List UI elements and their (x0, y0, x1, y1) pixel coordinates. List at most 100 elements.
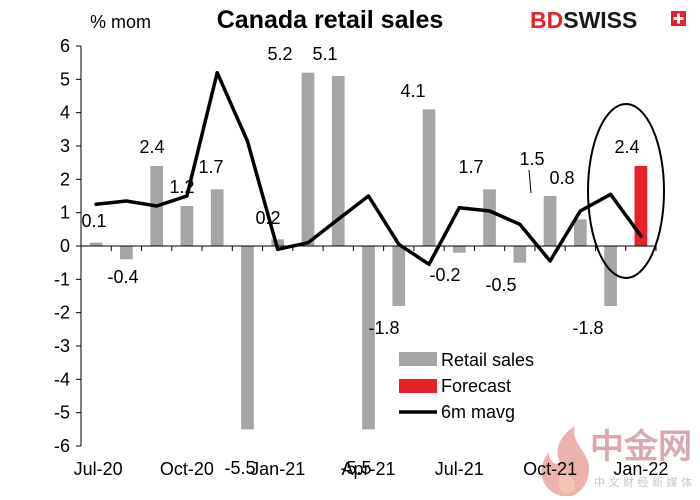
mavg-point-sep-20 (155, 204, 159, 208)
y-tick-label: 0 (60, 236, 70, 256)
bar-aug-21 (483, 189, 496, 246)
y-tick-label: -1 (54, 269, 70, 289)
x-tick-label: Jul-21 (435, 459, 484, 479)
legend-swatch-retail-sales (399, 352, 437, 366)
mavg-point-nov-21 (578, 209, 582, 213)
data-label-oct-21: 1.5 (519, 149, 544, 169)
legend-item-forecast: Forecast (399, 376, 511, 396)
legend-item-6m-mavg: 6m mavg (399, 402, 515, 422)
forecast-bar-jan-22 (634, 166, 648, 246)
chart-title: Canada retail sales (217, 6, 444, 34)
x-tick-label: Jul-20 (74, 459, 123, 479)
data-label-nov-21: 0.8 (549, 168, 574, 188)
y-tick-label: -3 (54, 336, 70, 356)
bar-oct-21 (543, 196, 557, 246)
bar-mar-21 (331, 76, 345, 246)
brand-logo-text: BDSWISS (530, 7, 637, 33)
x-tick-label: Apr-21 (341, 459, 395, 479)
mavg-point-jul-20 (94, 202, 98, 206)
mavg-point-jul-21 (457, 206, 461, 210)
bar-nov-21 (573, 219, 587, 246)
bar-aug-20 (120, 246, 133, 260)
data-label-jan-21: 0.2 (255, 208, 280, 228)
bar-jul-21 (452, 246, 466, 253)
mavg-point-dec-20 (245, 139, 249, 143)
brand-logo: BDSWISS (530, 7, 686, 33)
bar-oct-20 (180, 206, 194, 246)
data-label-oct-20: 1.2 (169, 177, 194, 197)
watermark-sub: 中 文 财 经 新 媒 体 (594, 475, 692, 489)
bar-sep-21 (513, 246, 527, 263)
bar-dec-20 (241, 246, 254, 430)
data-label-aug-20: -0.4 (107, 267, 138, 287)
legend-label-forecast: Forecast (441, 376, 511, 396)
forecast-data-label-jan-22: 2.4 (614, 137, 639, 157)
x-tick-label: Oct-21 (523, 459, 577, 479)
bar-apr-21 (362, 246, 375, 430)
label-leader-line (528, 169, 532, 194)
mavg-point-oct-20 (185, 194, 189, 198)
y-tick-label: 3 (60, 136, 70, 156)
mavg-point-feb-21 (306, 241, 310, 245)
watermark-main: 中金网 (590, 427, 692, 467)
y-tick-label: -5 (54, 403, 70, 423)
data-label-jun-21: 4.1 (400, 81, 425, 101)
data-labels: 0.1-0.42.41.21.7-5.50.25.2 5.1-5.5-1.84.1… (81, 44, 639, 478)
bar-jul-20 (89, 242, 103, 246)
y-tick-label: 1 (60, 203, 70, 223)
mavg-point-apr-21 (367, 194, 370, 198)
watermark: 中金网 中 文 财 经 新 媒 体 (541, 426, 692, 496)
mavg-point-jan-21 (276, 247, 280, 251)
data-label-jul-20: 0.1 (81, 211, 106, 231)
data-label-mar-21: 5.1 (312, 44, 337, 64)
bar-dec-21 (604, 246, 617, 306)
forecast-highlight-ellipse (587, 103, 665, 279)
mavg-point-dec-21 (609, 192, 613, 196)
legend: Retail sales Forecast 6m mavg (399, 350, 534, 422)
data-label-dec-20: -5.5 (224, 458, 255, 478)
data-label-apr-21: -5.5 (340, 458, 371, 478)
mavg-point-jan-22 (639, 234, 643, 238)
swiss-cross-icon (671, 11, 686, 26)
mavg-point-sep-21 (518, 222, 522, 226)
data-label-aug-21: 1.7 (458, 157, 483, 177)
brand-logo-part1: BD (530, 7, 563, 33)
mavg-point-aug-20 (124, 199, 128, 203)
mavg-point-nov-20 (215, 71, 219, 75)
x-tick-label: Jan-22 (613, 459, 668, 479)
x-tick-labels: Jul-20 Oct-20 Jan-21 Apr-21 Jul-21 Oct-21 Jan-… (74, 459, 669, 479)
y-tick-label: 6 (60, 36, 70, 56)
mavg-point-aug-21 (488, 209, 492, 213)
y-tick-label: 5 (60, 69, 70, 89)
data-label-jul-21: -0.2 (429, 265, 460, 285)
y-tick-label: -6 (54, 436, 70, 456)
mavg-point-may-21 (397, 242, 401, 246)
data-label-sep-20: 2.4 (139, 137, 164, 157)
y-axis-label: % mom (90, 12, 151, 32)
legend-label-6m-mavg: 6m mavg (441, 402, 515, 422)
data-label-feb-21: 5.2 (267, 44, 292, 64)
y-tick-label: -2 (54, 303, 70, 323)
data-label-sep-21: -0.5 (485, 275, 516, 295)
legend-item-retail-sales: Retail sales (399, 350, 534, 370)
bar-feb-21 (301, 72, 315, 247)
bar-nov-20 (210, 189, 224, 246)
mavg-line-group (94, 70, 643, 267)
x-tick-label: Jan-21 (250, 459, 305, 479)
data-label-nov-20: 1.7 (198, 157, 223, 177)
watermark-flame-core-icon (558, 469, 575, 494)
legend-label-retail-sales: Retail sales (441, 350, 534, 370)
bars (89, 72, 648, 430)
bar-may-21 (392, 246, 406, 306)
y-axis: -6 -5 -4 -3 -2 -1 0 1 2 3 4 5 6 (54, 36, 82, 456)
x-tick-label: Oct-20 (160, 459, 214, 479)
bar-jan-21 (271, 239, 285, 246)
mavg-point-mar-21 (336, 217, 340, 221)
brand-logo-part2: SWISS (563, 7, 637, 33)
mavg-point-oct-21 (548, 259, 552, 263)
data-label-may-21: -1.8 (368, 318, 399, 338)
mavg-point-jun-21 (427, 262, 431, 266)
watermark-flame-icon (541, 426, 590, 496)
